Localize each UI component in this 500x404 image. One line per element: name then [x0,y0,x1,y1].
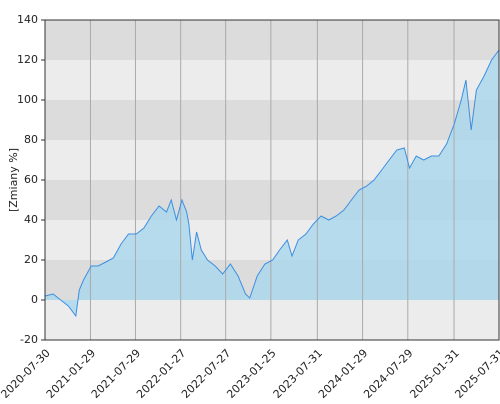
grid-band [45,100,499,140]
y-axis-label: [Zmiany %] [7,148,20,212]
y-tick-label: 60 [24,173,38,186]
y-tick-label: 0 [31,293,38,306]
y-tick-label: 20 [24,253,38,266]
y-tick-label: 120 [17,53,38,66]
grid-band [45,20,499,60]
grid-band [45,60,499,100]
y-tick-label: 80 [24,133,38,146]
plot-frame [44,19,500,341]
y-tick-label: 100 [17,93,38,106]
line [44,49,500,318]
y-tick-label: 40 [24,213,38,226]
area [45,50,499,316]
y-tick-label: 140 [17,13,38,26]
grid-band [45,300,499,340]
y-tick-label: -20 [20,333,38,346]
